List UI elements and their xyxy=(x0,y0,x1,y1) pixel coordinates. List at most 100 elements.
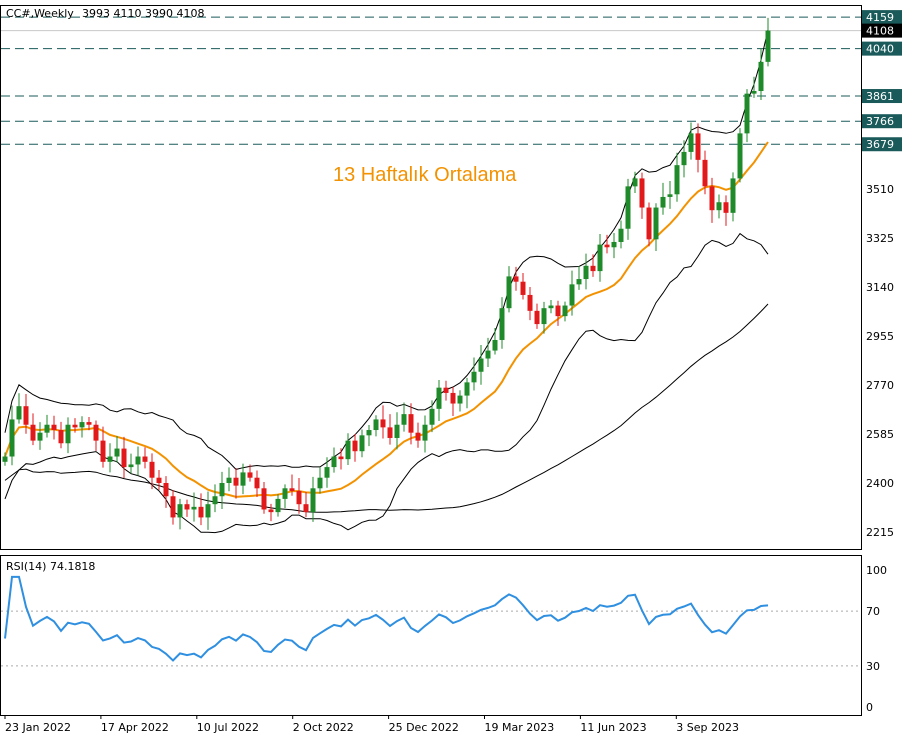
price-axis-tick-label: 3325 xyxy=(866,232,894,245)
candle-down xyxy=(527,294,533,311)
candle-up xyxy=(562,305,568,317)
x-axis-tick-label: 3 Sep 2023 xyxy=(676,721,739,734)
candle-down xyxy=(86,422,92,425)
candle-up xyxy=(310,488,316,513)
rsi-axis-tick-label: 0 xyxy=(866,701,873,714)
candle-up xyxy=(331,456,337,468)
x-axis-tick-label: 17 Apr 2022 xyxy=(101,721,169,734)
candle-up xyxy=(464,382,470,396)
x-axis-tick-label: 10 Jul 2022 xyxy=(197,721,259,734)
candle-up xyxy=(541,308,547,325)
candle-up xyxy=(107,456,113,462)
candle-down xyxy=(387,427,393,438)
price-panel-frame xyxy=(0,5,862,550)
ma-annotation: 13 Haftalık Ortalama xyxy=(333,164,517,186)
candle-up xyxy=(751,91,757,94)
candle-down xyxy=(261,488,267,510)
candle-down xyxy=(156,477,162,483)
candle-down xyxy=(450,392,456,404)
candle-up xyxy=(688,133,694,152)
level-price-label: 4040 xyxy=(866,43,894,56)
price-axis-tick-label: 2400 xyxy=(866,477,894,490)
candle-up xyxy=(16,406,22,420)
moving-average-13-line xyxy=(4,141,769,498)
candle-down xyxy=(149,461,155,478)
candle-up xyxy=(632,178,638,187)
rsi-axis-tick-label: 70 xyxy=(866,605,880,618)
level-price-label: 3861 xyxy=(866,90,894,103)
candle-down xyxy=(723,202,729,213)
candle-up xyxy=(583,265,589,280)
level-price-label: 4159 xyxy=(866,11,894,24)
candle-up xyxy=(240,472,246,486)
level-price-label: 3679 xyxy=(866,138,894,151)
candle-up xyxy=(548,305,554,309)
candle-down xyxy=(695,133,701,160)
price-axis-tick-label: 2770 xyxy=(866,379,894,392)
rsi-line xyxy=(4,575,769,662)
candle-down xyxy=(289,488,295,491)
candle-down xyxy=(121,448,127,468)
candle-down xyxy=(51,424,57,431)
lower-band-line xyxy=(4,232,769,534)
level-price-tag xyxy=(862,89,902,104)
candle-down xyxy=(184,504,190,510)
candle-up xyxy=(366,430,372,436)
price-axis-tick-label: 3510 xyxy=(866,183,894,196)
rsi-axis-tick-label: 30 xyxy=(866,660,880,673)
candle-up xyxy=(44,424,50,433)
chart-header-symbol: CC#,Weekly xyxy=(6,7,74,20)
candle-down xyxy=(93,424,99,441)
candle-down xyxy=(254,477,260,489)
candle-up xyxy=(114,448,120,457)
candle-down xyxy=(303,504,309,513)
candle-down xyxy=(163,483,169,497)
x-axis-tick-label: 25 Dec 2022 xyxy=(389,721,459,734)
x-axis-tick-label: 2 Oct 2022 xyxy=(293,721,354,734)
candle-up xyxy=(492,339,498,351)
candle-down xyxy=(408,414,414,433)
candle-up xyxy=(436,387,442,409)
candle-up xyxy=(576,279,582,285)
candle-up xyxy=(2,456,8,462)
candle-up xyxy=(485,350,491,359)
candle-down xyxy=(555,305,561,317)
candle-down xyxy=(268,509,274,513)
candle-up xyxy=(373,419,379,431)
candle-down xyxy=(58,430,64,444)
candle-up xyxy=(660,196,666,208)
candle-up xyxy=(37,432,43,441)
level-price-tag xyxy=(862,114,902,129)
candle-up xyxy=(9,419,15,457)
candle-up xyxy=(324,467,330,478)
candle-up xyxy=(457,395,463,404)
candle-down xyxy=(639,178,645,208)
candle-up xyxy=(401,414,407,425)
candle-down xyxy=(142,456,148,462)
candle-up xyxy=(681,151,687,166)
candle-up xyxy=(191,506,197,510)
price-axis-tick-label: 2955 xyxy=(866,330,894,343)
level-price-tag xyxy=(862,10,902,25)
candle-down xyxy=(198,506,204,518)
candle-down xyxy=(30,424,36,441)
x-axis-tick-label: 11 Jun 2023 xyxy=(580,721,646,734)
candle-down xyxy=(100,440,106,462)
price-axis-tick-label: 3140 xyxy=(866,281,894,294)
candle-down xyxy=(338,456,344,460)
candle-up xyxy=(79,422,85,428)
candle-up xyxy=(317,477,323,489)
candle-down xyxy=(443,387,449,393)
candle-up xyxy=(359,435,365,452)
candle-up xyxy=(506,276,512,309)
candle-up xyxy=(422,424,428,441)
candle-up xyxy=(569,284,575,306)
candle-down xyxy=(520,281,526,295)
candle-up xyxy=(499,308,505,340)
candle-up xyxy=(394,424,400,438)
candle-up xyxy=(471,371,477,383)
rsi-panel-frame xyxy=(0,555,862,716)
rsi-label: RSI(14) 74.1818 xyxy=(6,560,95,573)
candle-up xyxy=(667,194,673,197)
